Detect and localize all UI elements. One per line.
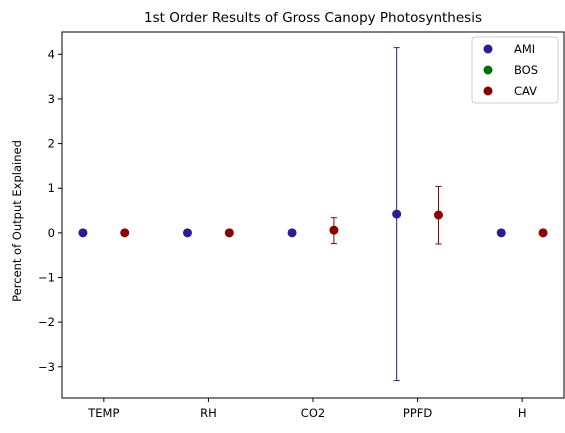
y-tick-label: 4: [48, 47, 55, 61]
data-point-cav: [120, 228, 130, 238]
data-point-cav: [329, 225, 339, 235]
x-tick-label: CO2: [301, 406, 325, 420]
data-point-cav: [434, 210, 443, 220]
x-tick-label: PPFD: [403, 406, 432, 420]
legend: AMI BOS CAV: [471, 36, 559, 104]
axes-frame: [61, 31, 565, 399]
y-tick-label: 0: [48, 226, 55, 240]
y-axis-label: Percent of Output Explained: [10, 140, 24, 302]
data-point-ami: [496, 228, 506, 238]
legend-label: CAV: [514, 84, 537, 98]
x-tick-label: RH: [200, 406, 217, 420]
plot-area: −3 −2 −1 0 1 2 3 4 TEMP RH CO2 PPFD H: [38, 47, 548, 420]
legend-box: [471, 36, 559, 104]
x-tick-label: TEMP: [87, 406, 119, 420]
y-tick-label: −1: [38, 270, 55, 284]
y-tick-label: −3: [38, 360, 55, 374]
data-point-ami: [183, 228, 192, 238]
legend-marker-ami: [483, 44, 493, 54]
legend-label: AMI: [514, 42, 535, 56]
data-point-ami: [78, 228, 88, 238]
x-tick-label: H: [518, 406, 527, 420]
data-point-cav: [538, 228, 548, 238]
data-point-ami: [287, 228, 297, 238]
y-tick-label: 3: [48, 92, 55, 106]
legend-marker-cav: [483, 86, 493, 96]
chart-title: 1st Order Results of Gross Canopy Photos…: [144, 10, 482, 26]
data-point-ami: [392, 209, 402, 219]
data-point-cav: [224, 228, 234, 238]
y-tick-label: 2: [48, 137, 55, 151]
y-tick-label: 1: [48, 181, 55, 195]
y-tick-label: −2: [38, 315, 55, 329]
legend-label: BOS: [514, 63, 538, 77]
legend-marker-bos: [483, 65, 493, 75]
